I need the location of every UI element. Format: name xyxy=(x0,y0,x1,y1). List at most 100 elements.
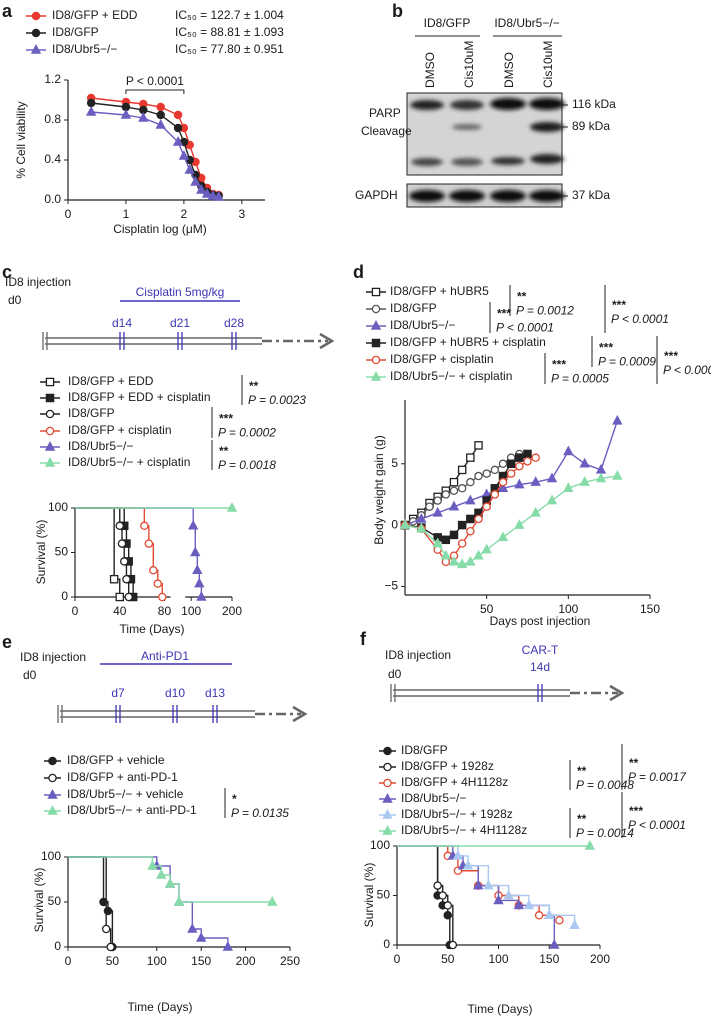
marker xyxy=(473,549,484,560)
legend-label: ID8/Ubr5−/− xyxy=(401,791,466,805)
marker xyxy=(173,123,183,133)
timeline-arrow xyxy=(609,684,625,702)
lane-label: Cis10uM xyxy=(541,41,555,88)
marker xyxy=(514,519,525,529)
marker xyxy=(190,176,201,186)
marker xyxy=(497,482,509,493)
marker xyxy=(371,287,381,297)
significance-stars: ** xyxy=(249,379,259,393)
marker xyxy=(482,502,491,511)
legend-label: ID8/GFP + cisplatin xyxy=(68,423,172,437)
x-tick-label: 200 xyxy=(590,952,610,966)
marker xyxy=(122,574,131,584)
p-value: P = 0.0048 xyxy=(576,778,634,792)
p-value: P = 0.0018 xyxy=(218,458,276,472)
marker xyxy=(515,453,524,462)
band xyxy=(449,190,485,202)
marker xyxy=(449,477,459,487)
marker xyxy=(465,494,476,505)
marker xyxy=(546,494,558,505)
marker xyxy=(530,476,541,486)
marker xyxy=(383,746,392,756)
legend-label: ID8/GFP + cisplatin xyxy=(390,352,494,366)
bands xyxy=(410,98,565,166)
y-axis-title: Survival (%) xyxy=(34,520,48,585)
band xyxy=(490,190,526,202)
x-axis-title: Time (Days) xyxy=(120,622,185,636)
marker xyxy=(457,484,467,493)
survival-curve xyxy=(75,507,121,597)
marker xyxy=(194,577,205,588)
marker xyxy=(448,500,460,511)
significance-stars: ** xyxy=(577,764,587,778)
marker xyxy=(399,519,411,529)
y-tick-label: 1.2 xyxy=(44,72,61,86)
marker xyxy=(432,506,443,517)
group-label: ID8/Ubr5−/− xyxy=(494,16,559,30)
day-label: d13 xyxy=(205,686,225,700)
marker xyxy=(457,539,467,548)
treatment-label: Anti-PD1 xyxy=(141,649,189,663)
day-label: 14d xyxy=(530,660,550,674)
marker xyxy=(196,184,207,194)
ic50-label: IC₅₀ = 77.80 ± 0.951 xyxy=(175,42,284,56)
legend-label: ID8/GFP + hUBR5 xyxy=(390,284,489,298)
p-value: P = 0.0002 xyxy=(218,426,276,440)
x-tick-label: 40 xyxy=(113,604,127,618)
marker xyxy=(213,191,224,201)
marker xyxy=(579,476,590,486)
marker xyxy=(45,393,55,403)
marker xyxy=(45,426,55,436)
target-label: PARP xyxy=(369,106,401,120)
marker xyxy=(452,849,464,860)
legend-label: ID8/Ubr5−/− + 1928z xyxy=(401,807,513,821)
marker xyxy=(117,539,127,548)
significance-stars: *** xyxy=(552,358,566,372)
marker xyxy=(457,465,467,475)
marker xyxy=(382,825,393,835)
marker xyxy=(497,531,509,542)
marker xyxy=(584,840,596,850)
y-tick-label: 5 xyxy=(391,456,398,470)
x-tick-label: 1 xyxy=(123,207,130,221)
legend-label: ID8/GFP xyxy=(52,25,99,39)
marker xyxy=(425,502,434,511)
x-tick-label: 0 xyxy=(72,604,79,618)
panel-label: a xyxy=(2,1,13,21)
ic50-label: IC₅₀ = 122.7 ± 1.004 xyxy=(175,8,284,22)
marker xyxy=(115,592,124,602)
marker xyxy=(147,860,158,870)
marker xyxy=(153,579,163,588)
marker xyxy=(416,512,427,523)
legend-label: ID8/Ubr5−/− + 4H1128z xyxy=(401,823,527,837)
marker xyxy=(473,879,484,890)
size-label: 37 kDa xyxy=(572,188,610,202)
timeline-origin: d0 xyxy=(388,667,402,681)
significance-stars: *** xyxy=(612,298,626,312)
marker xyxy=(448,555,460,566)
marker xyxy=(115,521,124,531)
marker xyxy=(99,897,108,907)
marker xyxy=(490,490,500,499)
marker xyxy=(457,520,467,530)
marker xyxy=(138,112,149,122)
p-value: P = 0.0009 xyxy=(598,355,656,369)
marker xyxy=(124,592,133,602)
marker xyxy=(441,490,451,499)
panel-label: b xyxy=(392,1,403,21)
marker xyxy=(103,906,113,916)
legend-label: ID8/Ubr5−/− + anti-PD-1 xyxy=(67,803,197,817)
band xyxy=(409,190,445,202)
marker xyxy=(155,119,166,129)
marker xyxy=(483,879,494,890)
y-tick-label: 0 xyxy=(383,937,390,951)
marker xyxy=(267,896,278,906)
marker xyxy=(456,558,468,569)
marker xyxy=(612,414,623,425)
day-label: d14 xyxy=(112,316,132,330)
target-label: Cleavage xyxy=(361,124,412,138)
marker xyxy=(579,457,590,468)
marker xyxy=(493,894,504,905)
marker xyxy=(443,911,452,920)
marker xyxy=(569,919,580,929)
